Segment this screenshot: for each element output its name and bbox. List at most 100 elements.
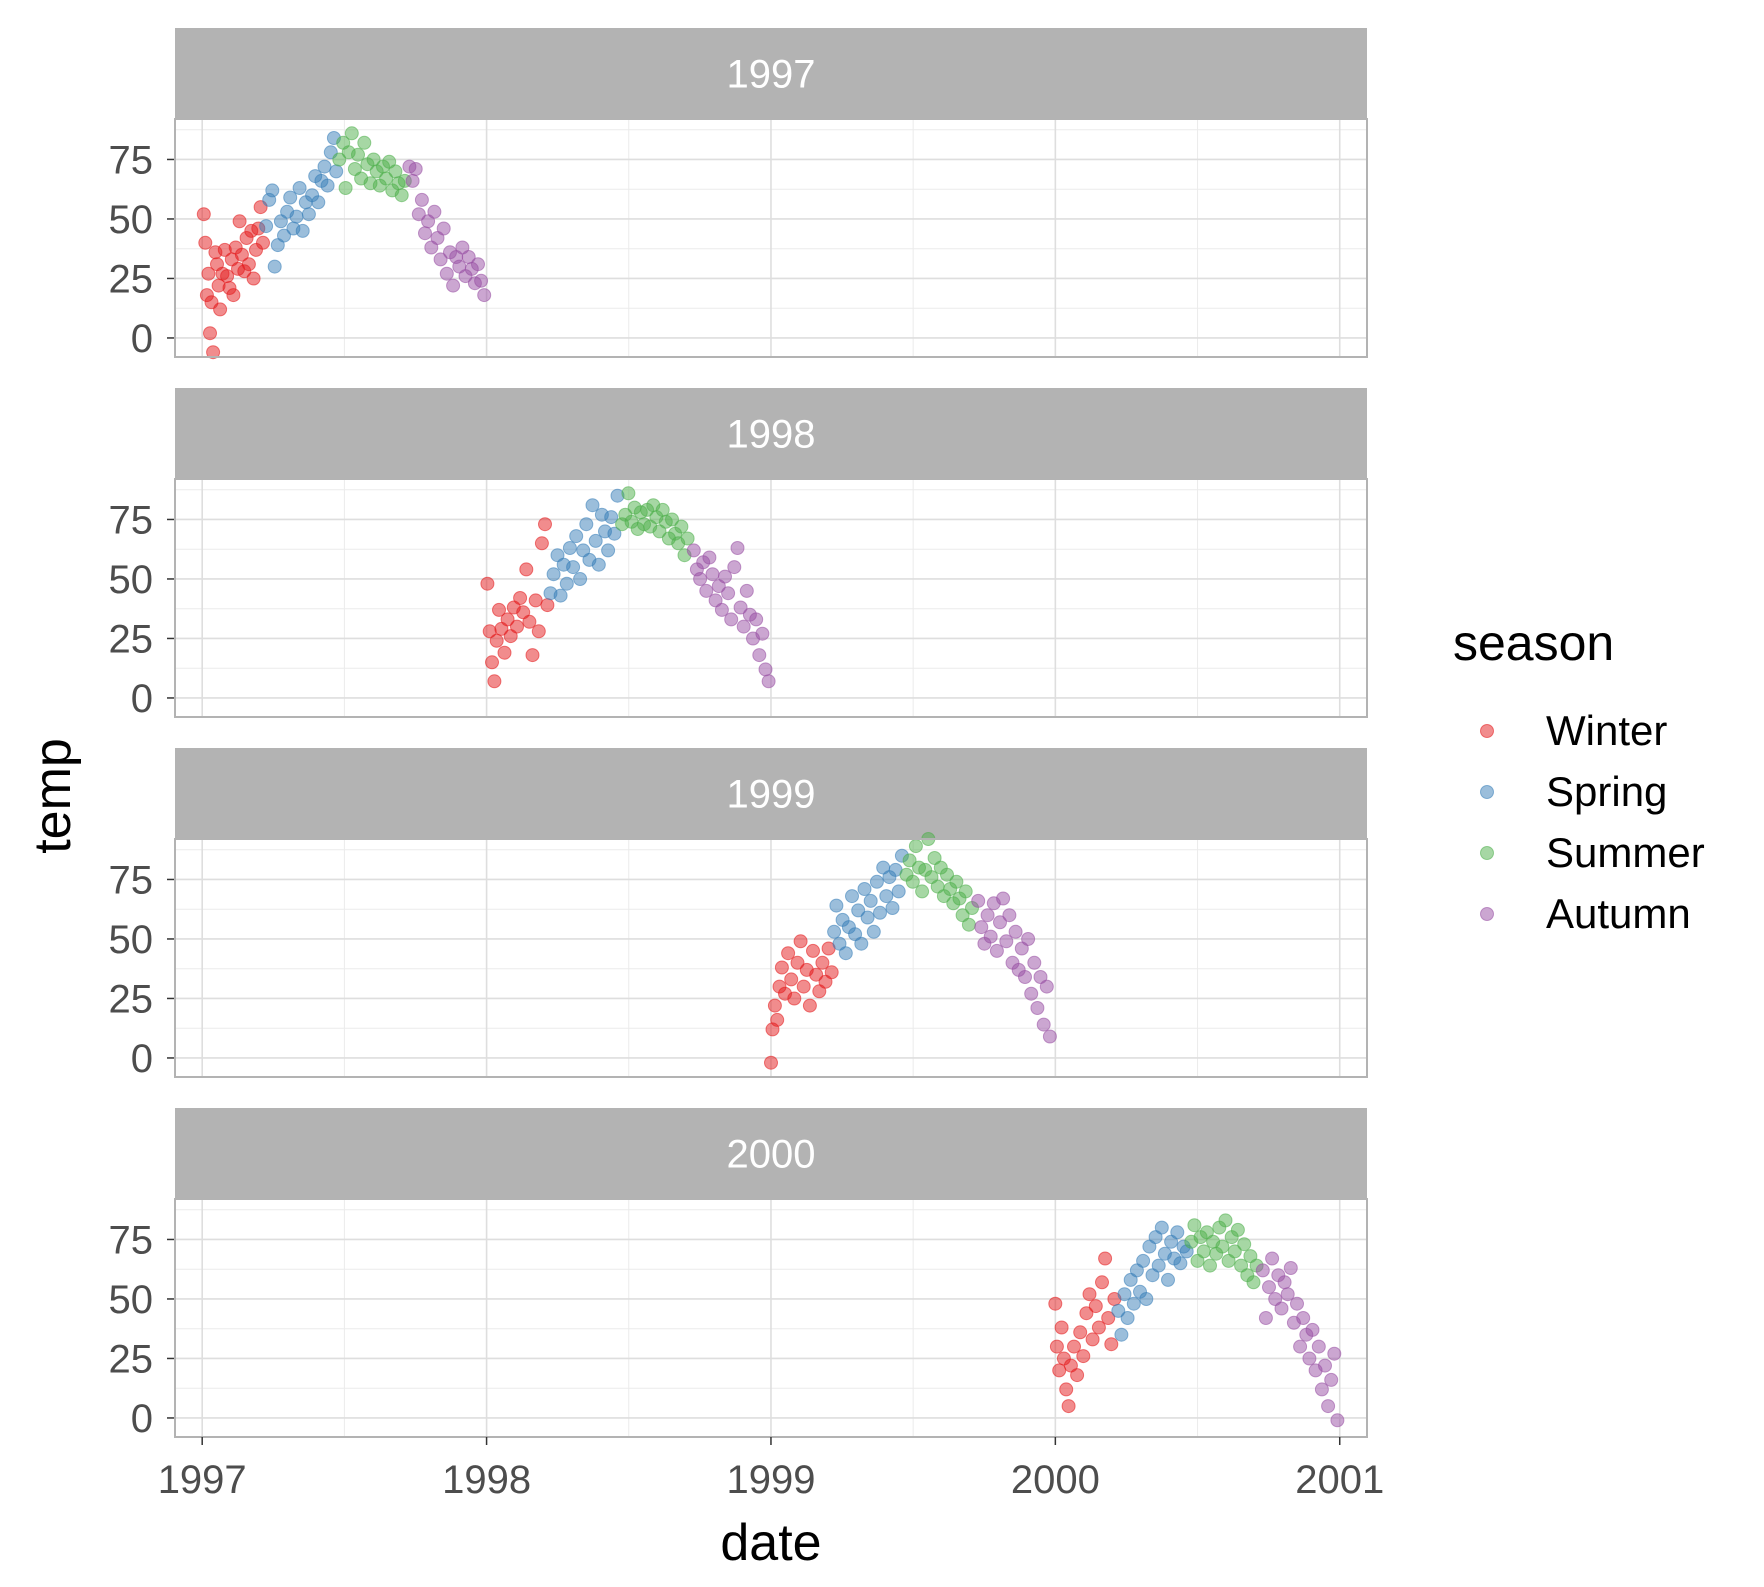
x-axis: 1997 1998 1999 2000 2001	[158, 1437, 1384, 1502]
data-point-autumn	[1036, 1017, 1051, 1032]
data-point-spring	[879, 889, 894, 904]
data-point-winter	[1059, 1382, 1074, 1397]
data-point-winter	[485, 655, 499, 670]
data-point-spring	[845, 889, 859, 904]
data-point-winter	[500, 612, 515, 627]
panel-border	[174, 118, 1368, 358]
data-point-winter	[1070, 1368, 1085, 1383]
data-point-autumn	[1027, 955, 1042, 970]
data-point-winter	[802, 998, 817, 1013]
data-point-spring	[601, 543, 616, 558]
data-point-autumn	[686, 543, 701, 558]
data-point-spring	[317, 159, 332, 174]
data-point-autumn	[727, 560, 742, 575]
data-point-winter	[497, 645, 512, 660]
data-point-spring	[604, 510, 619, 525]
y-axis-title: temp	[24, 738, 82, 854]
data-point-summer	[902, 853, 917, 868]
data-point-autumn	[433, 252, 448, 267]
data-point-summer	[1203, 1258, 1217, 1273]
data-point-winter	[770, 1012, 785, 1027]
x-axis-title: date	[720, 1514, 821, 1572]
data-point-winter	[1085, 1332, 1100, 1347]
data-point-spring	[1136, 1253, 1151, 1268]
data-point-winter	[232, 214, 247, 229]
data-point-spring	[854, 936, 869, 951]
facet-panel: 1997 0 25 50 75	[109, 28, 1368, 361]
facet-panel: 2000 0 25 50 75	[109, 1108, 1368, 1441]
data-point-winter	[196, 207, 211, 222]
data-point-spring	[873, 905, 887, 920]
y-tick-label: 0	[131, 677, 153, 721]
data-point-summer	[940, 867, 954, 882]
data-point-winter	[1095, 1275, 1109, 1290]
data-point-autumn	[724, 612, 739, 627]
points-layer	[764, 832, 1057, 1070]
data-point-autumn	[1018, 970, 1032, 984]
data-point-summer	[908, 839, 923, 854]
data-point-autumn	[752, 648, 767, 663]
data-point-autumn	[474, 273, 489, 288]
data-point-spring	[1111, 1303, 1126, 1318]
data-point-autumn	[714, 602, 729, 617]
data-point-spring	[267, 259, 282, 274]
data-point-winter	[510, 619, 524, 634]
panel-border	[174, 838, 1368, 1078]
data-point-winter	[767, 998, 782, 1013]
data-point-autumn	[974, 920, 989, 935]
data-point-spring	[569, 529, 584, 544]
data-point-winter	[1104, 1337, 1119, 1352]
legend-title: season	[1453, 615, 1614, 671]
x-tick-label: 1999	[726, 1458, 815, 1502]
data-point-winter	[522, 614, 537, 629]
data-point-autumn	[1002, 908, 1017, 923]
data-point-spring	[829, 898, 844, 913]
data-point-autumn	[1262, 1280, 1276, 1295]
data-point-winter	[525, 648, 540, 663]
data-point-autumn	[758, 662, 773, 677]
data-point-autumn	[405, 173, 420, 188]
data-point-summer	[332, 152, 347, 167]
data-point-spring	[857, 882, 872, 896]
data-point-autumn	[1258, 1311, 1273, 1325]
y-tick-label: 25	[109, 1337, 154, 1381]
data-point-autumn	[1293, 1339, 1308, 1354]
x-tick-label: 2001	[1295, 1458, 1384, 1502]
y-tick-label: 25	[109, 257, 154, 301]
y-tick-label: 50	[109, 198, 154, 242]
data-point-spring	[265, 183, 280, 198]
data-point-autumn	[436, 221, 451, 236]
data-point-summer	[621, 486, 636, 501]
data-point-autumn	[1327, 1346, 1342, 1361]
data-point-autumn	[999, 934, 1014, 949]
data-point-autumn	[1321, 1399, 1336, 1414]
data-point-winter	[1076, 1349, 1091, 1364]
data-point-winter	[809, 967, 824, 982]
data-point-winter	[1101, 1311, 1116, 1325]
data-point-summer	[949, 874, 964, 889]
facet-strip-label: 1997	[727, 53, 816, 97]
data-point-winter	[1049, 1339, 1064, 1354]
data-point-autumn	[980, 908, 995, 923]
data-point-autumn	[1024, 986, 1039, 1001]
data-point-winter	[234, 247, 249, 262]
points-layer	[480, 486, 776, 689]
data-point-spring	[591, 557, 606, 572]
legend-label-autumn: Autumn	[1546, 890, 1691, 937]
data-point-winter	[241, 257, 256, 272]
data-point-summer	[680, 531, 695, 546]
data-point-winter	[1082, 1287, 1097, 1302]
data-point-autumn	[427, 204, 442, 219]
y-tick-label: 50	[109, 1278, 154, 1322]
data-point-autumn	[1302, 1351, 1317, 1366]
data-point-winter	[1054, 1320, 1069, 1335]
data-point-autumn	[699, 583, 714, 598]
points-layer	[196, 126, 492, 360]
y-tick-label: 25	[109, 617, 154, 661]
data-point-autumn	[439, 266, 454, 281]
data-point-spring	[1173, 1256, 1188, 1271]
data-point-spring	[301, 207, 316, 222]
data-point-spring	[891, 884, 906, 899]
data-point-spring	[863, 893, 878, 908]
data-point-spring	[562, 541, 577, 555]
